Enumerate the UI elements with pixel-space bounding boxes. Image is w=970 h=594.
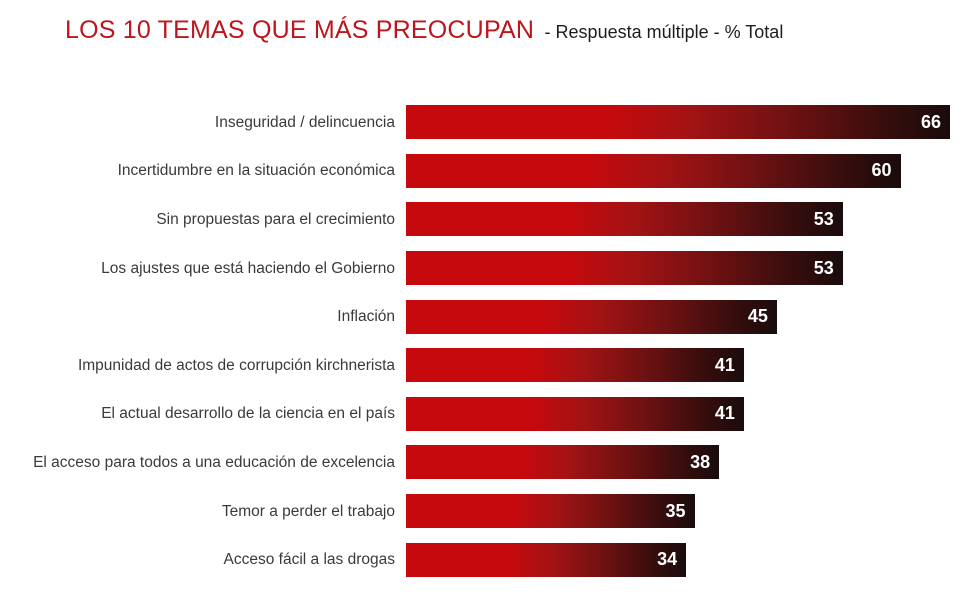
category-label: Impunidad de actos de corrupción kirchne…: [77, 356, 395, 374]
value-label: 45: [747, 306, 768, 327]
chart-row: Acceso fácil a las drogas 34: [0, 535, 970, 584]
category-label: Los ajustes que está haciendo el Gobiern…: [101, 259, 395, 277]
value-label: 41: [714, 403, 735, 424]
chart-row: Inseguridad / delincuencia 66: [0, 98, 970, 147]
page-title: LOS 10 TEMAS QUE MÁS PREOCUPAN: [65, 16, 535, 44]
bar: 38: [406, 445, 720, 480]
bar: 41: [406, 396, 744, 431]
category-label: Inseguridad / delincuencia: [214, 113, 395, 131]
category-label: Temor a perder el trabajo: [221, 502, 395, 520]
chart-row: El actual desarrollo de la ciencia en el…: [0, 390, 970, 439]
value-label: 66: [920, 111, 941, 132]
bar: 45: [406, 299, 777, 334]
chart-row: Temor a perder el trabajo 35: [0, 487, 970, 536]
category-label: Incertidumbre en la situación económica: [117, 162, 395, 180]
value-label: 41: [714, 354, 735, 375]
page-subtitle: - Respuesta múltiple - % Total: [544, 22, 784, 42]
bar-chart: Inseguridad / delincuencia 66 Incertidumbr…: [0, 98, 970, 584]
category-label: Inflación: [337, 308, 395, 326]
chart-row: Inflación 45: [0, 292, 970, 341]
bar: 53: [406, 251, 843, 286]
value-label: 53: [813, 257, 834, 278]
category-label: El acceso para todos a una educación de …: [33, 453, 395, 471]
chart-row: Impunidad de actos de corrupción kirchne…: [0, 341, 970, 390]
value-label: 34: [657, 549, 678, 570]
value-label: 38: [690, 451, 711, 472]
bar: 66: [406, 105, 950, 140]
category-label: El actual desarrollo de la ciencia en el…: [101, 405, 395, 423]
chart-row: El acceso para todos a una educación de …: [0, 438, 970, 487]
bar: 53: [406, 202, 843, 237]
bar: 41: [406, 348, 744, 383]
chart-row: Los ajustes que está haciendo el Gobiern…: [0, 244, 970, 293]
category-label: Sin propuestas para el crecimiento: [156, 210, 395, 228]
chart-row: Incertidumbre en la situación económica 6…: [0, 147, 970, 196]
chart-header: LOS 10 TEMAS QUE MÁS PREOCUPAN - Respues…: [65, 16, 783, 45]
value-label: 60: [871, 160, 892, 181]
value-label: 35: [665, 500, 686, 521]
category-label: Acceso fácil a las drogas: [223, 551, 395, 569]
value-label: 53: [813, 208, 834, 229]
bar: 35: [406, 494, 695, 529]
chart-row: Sin propuestas para el crecimiento 53: [0, 195, 970, 244]
bar: 60: [406, 153, 901, 188]
bar: 34: [406, 542, 687, 577]
